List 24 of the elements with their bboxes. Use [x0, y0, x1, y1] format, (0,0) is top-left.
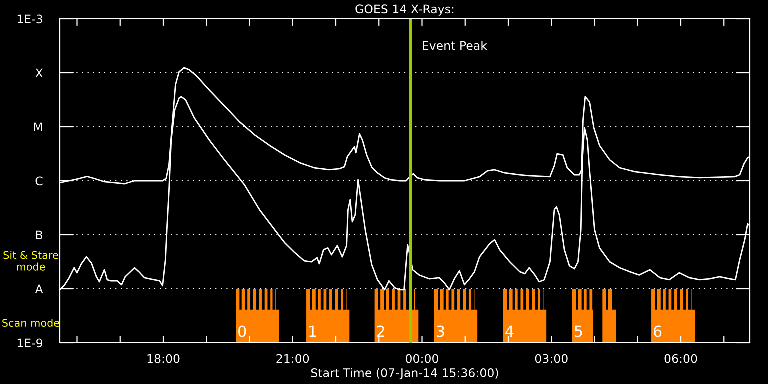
y-tick-label: B [36, 230, 42, 240]
annotation: 4 [506, 326, 514, 338]
x-tick-label: 00:00 [406, 354, 438, 364]
y-tick-label: X [36, 68, 43, 78]
y-tick-label: C [36, 176, 43, 186]
text: Sit & Stare mode [4, 251, 58, 271]
y-tick-label: 1E-3 [18, 14, 42, 24]
annotation: 1 [310, 326, 316, 338]
ref-line-label: Event Peak [423, 41, 488, 50]
annotation: 3 [437, 326, 444, 338]
annotation: 6 [654, 326, 662, 338]
annotation: 5 [575, 326, 582, 338]
chart-title: GOES 14 X-Rays: [356, 4, 454, 16]
x-tick-label: 06:00 [664, 354, 698, 364]
x-tick-label: 21:00 [276, 354, 310, 364]
x-tick-label: 03:00 [535, 354, 568, 364]
annotation: 0 [238, 326, 246, 338]
y-tick-label: M [34, 122, 42, 132]
y-tick-label: 1E-9 [18, 338, 43, 348]
y-tick-label: A [35, 284, 44, 294]
x-tick-label: 18:00 [148, 354, 180, 364]
text: Scan mode [2, 318, 60, 328]
annotation: 2 [377, 326, 384, 338]
x-axis-title: Start Time (07-Jan-14 15:36:00) [311, 368, 498, 380]
